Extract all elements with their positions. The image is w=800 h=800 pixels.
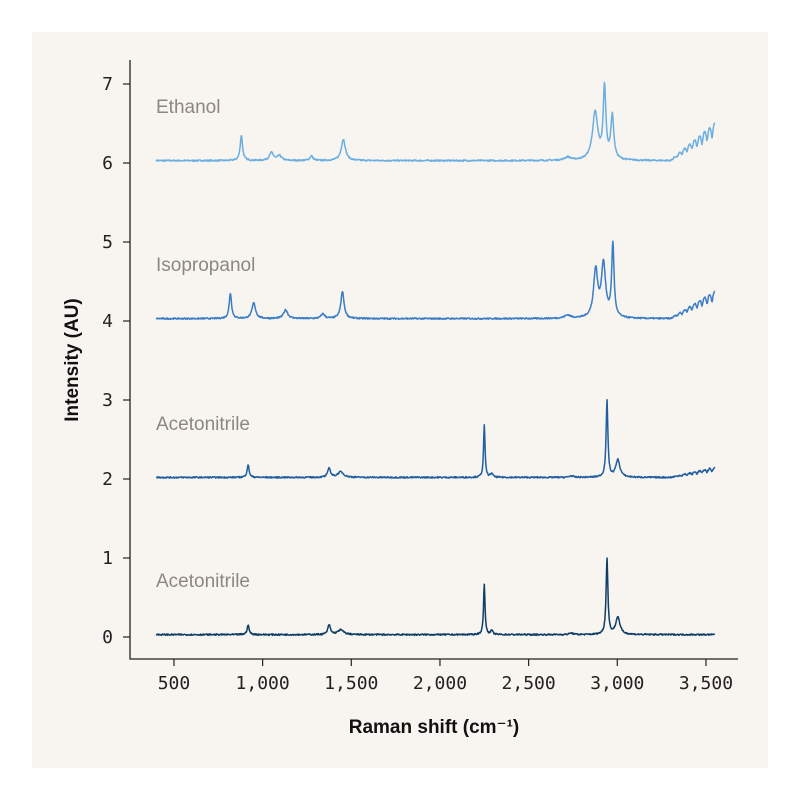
y-tick-label: 7 <box>102 74 113 95</box>
series-label: Acetonitrile <box>156 414 250 435</box>
spectrum-line-1 <box>155 240 716 321</box>
spectrum-line-0 <box>155 81 716 163</box>
chart-panel <box>32 32 768 768</box>
series-label: Acetonitrile <box>156 571 250 592</box>
y-tick-label: 3 <box>102 390 113 411</box>
x-tick-label: 3,000 <box>590 673 644 694</box>
y-tick-label: 1 <box>102 548 113 569</box>
x-tick-label: 1,500 <box>324 673 378 694</box>
spectrum-line-2 <box>155 398 716 479</box>
x-tick-label: 1,000 <box>236 673 290 694</box>
y-tick-label: 2 <box>102 469 113 490</box>
y-tick-label: 0 <box>102 627 113 648</box>
y-tick-label: 4 <box>102 311 113 332</box>
y-tick-label: 6 <box>102 153 113 174</box>
y-axis-label: Intensity (AU) <box>62 298 83 422</box>
series-label: Ethanol <box>156 97 220 118</box>
x-axis-label: Raman shift (cm⁻¹) <box>349 717 520 738</box>
x-tick-label: 3,500 <box>679 673 733 694</box>
x-tick-label: 500 <box>158 673 191 694</box>
x-tick-label: 2,500 <box>502 673 556 694</box>
spectrum-line-3 <box>155 557 716 637</box>
series-group: Ethanol Isopropanol Acetonitrile Acetonitri… <box>155 81 716 637</box>
x-tick-label: 2,000 <box>413 673 467 694</box>
axes: 500 1,000 1,500 2,000 2,500 3,000 3,500 0 1 2 3 4 5 6… <box>102 60 738 694</box>
y-tick-label: 5 <box>102 232 113 253</box>
series-label: Isopropanol <box>156 255 255 276</box>
